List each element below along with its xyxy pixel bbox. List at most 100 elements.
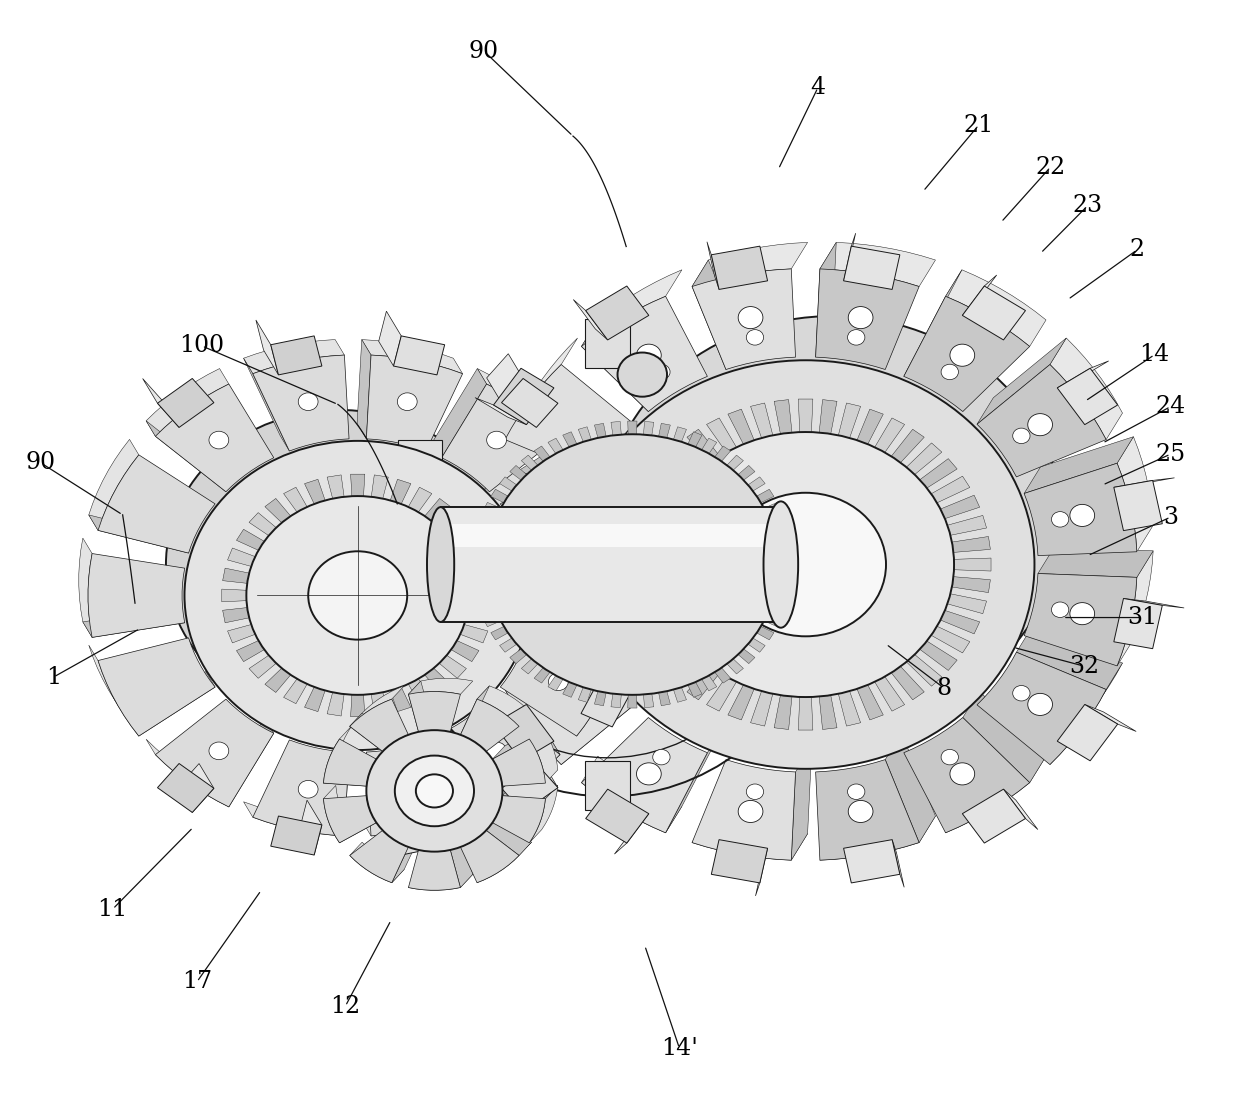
Polygon shape xyxy=(534,446,551,462)
Polygon shape xyxy=(578,427,591,442)
Circle shape xyxy=(397,393,417,411)
Polygon shape xyxy=(946,756,1047,832)
Polygon shape xyxy=(391,687,410,712)
Polygon shape xyxy=(460,686,490,735)
Polygon shape xyxy=(517,622,618,661)
Text: 8: 8 xyxy=(936,676,952,700)
Polygon shape xyxy=(874,418,905,453)
Circle shape xyxy=(1013,685,1030,701)
Polygon shape xyxy=(534,668,551,683)
Polygon shape xyxy=(494,369,554,425)
Polygon shape xyxy=(582,717,707,832)
Polygon shape xyxy=(799,399,813,432)
Polygon shape xyxy=(460,830,520,882)
Polygon shape xyxy=(799,697,813,730)
Polygon shape xyxy=(952,537,991,552)
Polygon shape xyxy=(327,692,345,716)
Polygon shape xyxy=(631,495,671,519)
Polygon shape xyxy=(270,816,322,855)
Polygon shape xyxy=(714,668,730,683)
Polygon shape xyxy=(688,682,702,697)
Polygon shape xyxy=(820,695,837,730)
Text: 2: 2 xyxy=(1130,238,1145,261)
Polygon shape xyxy=(750,403,773,438)
Polygon shape xyxy=(947,516,987,536)
Polygon shape xyxy=(631,610,671,634)
Polygon shape xyxy=(692,242,807,287)
Polygon shape xyxy=(441,384,560,492)
Polygon shape xyxy=(621,577,660,592)
Polygon shape xyxy=(658,423,671,438)
Polygon shape xyxy=(265,669,290,693)
Polygon shape xyxy=(219,717,274,807)
Polygon shape xyxy=(475,397,527,425)
Text: 22: 22 xyxy=(1035,155,1065,178)
Polygon shape xyxy=(408,679,472,694)
Polygon shape xyxy=(531,554,627,638)
Polygon shape xyxy=(441,700,560,807)
Polygon shape xyxy=(585,653,631,691)
Polygon shape xyxy=(223,568,249,583)
Circle shape xyxy=(166,410,512,720)
Text: 14: 14 xyxy=(1140,343,1169,366)
Polygon shape xyxy=(391,479,410,504)
Polygon shape xyxy=(611,694,621,707)
Circle shape xyxy=(738,307,763,329)
Polygon shape xyxy=(748,638,765,652)
Polygon shape xyxy=(505,413,611,477)
Polygon shape xyxy=(299,800,322,855)
Polygon shape xyxy=(460,700,520,752)
Polygon shape xyxy=(816,759,919,860)
Polygon shape xyxy=(977,364,1106,477)
Polygon shape xyxy=(702,438,717,454)
Circle shape xyxy=(486,742,506,759)
Polygon shape xyxy=(615,814,649,855)
Circle shape xyxy=(657,432,954,697)
Polygon shape xyxy=(1038,547,1153,578)
Polygon shape xyxy=(155,384,274,492)
Polygon shape xyxy=(500,455,618,554)
Polygon shape xyxy=(371,475,388,498)
Polygon shape xyxy=(727,659,744,674)
Polygon shape xyxy=(774,588,791,599)
Circle shape xyxy=(1070,505,1095,527)
Circle shape xyxy=(725,493,887,637)
Polygon shape xyxy=(1017,625,1122,690)
Polygon shape xyxy=(952,577,991,592)
Text: 31: 31 xyxy=(1127,606,1157,629)
Circle shape xyxy=(1013,428,1030,444)
Circle shape xyxy=(394,756,474,826)
Polygon shape xyxy=(838,403,861,438)
Circle shape xyxy=(1052,511,1069,527)
Circle shape xyxy=(848,800,873,823)
Circle shape xyxy=(486,432,506,449)
Polygon shape xyxy=(714,446,730,462)
Polygon shape xyxy=(89,645,139,736)
Polygon shape xyxy=(748,477,765,492)
Polygon shape xyxy=(1123,599,1184,608)
Polygon shape xyxy=(1058,361,1109,387)
Polygon shape xyxy=(885,733,935,842)
Polygon shape xyxy=(573,300,608,340)
Polygon shape xyxy=(582,297,707,412)
Circle shape xyxy=(848,330,864,345)
Polygon shape xyxy=(89,439,139,530)
Polygon shape xyxy=(644,694,653,707)
Circle shape xyxy=(848,307,873,329)
Polygon shape xyxy=(408,850,460,890)
Polygon shape xyxy=(625,593,663,613)
Polygon shape xyxy=(692,269,796,370)
Polygon shape xyxy=(1085,704,1136,732)
Polygon shape xyxy=(340,809,389,842)
Polygon shape xyxy=(666,726,724,832)
Polygon shape xyxy=(440,525,781,547)
Polygon shape xyxy=(433,369,486,457)
Polygon shape xyxy=(460,548,487,567)
Polygon shape xyxy=(962,275,997,315)
Circle shape xyxy=(210,432,228,449)
Polygon shape xyxy=(472,546,487,555)
Circle shape xyxy=(738,800,763,823)
Polygon shape xyxy=(500,477,517,492)
Polygon shape xyxy=(857,410,883,444)
Polygon shape xyxy=(611,422,621,435)
